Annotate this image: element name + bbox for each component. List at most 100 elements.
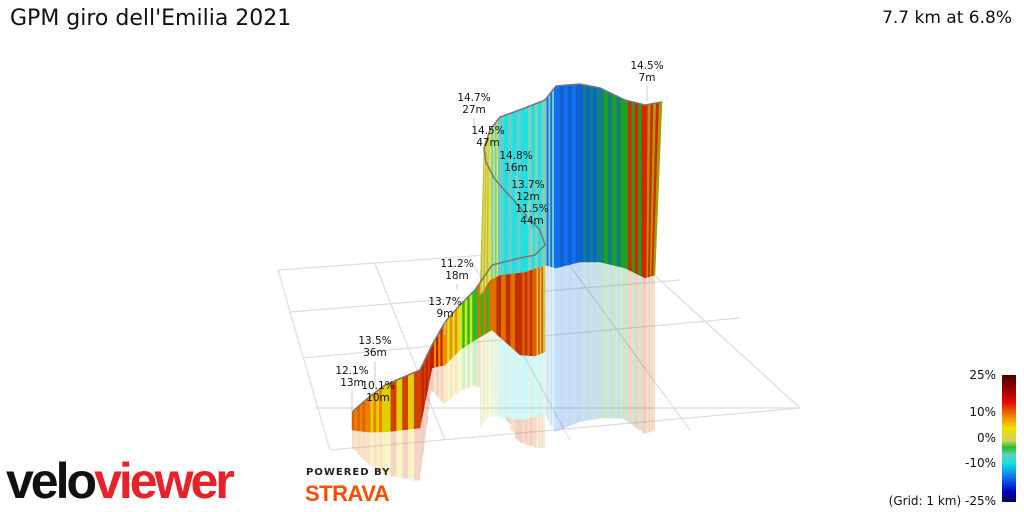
scale-tick: 0% bbox=[976, 431, 996, 445]
gradient-segment bbox=[555, 85, 561, 269]
scale-tick: -10% bbox=[964, 456, 996, 470]
reflection-segment bbox=[530, 355, 533, 447]
gradient-segment bbox=[419, 365, 423, 429]
annotation-length: 9m bbox=[436, 308, 454, 320]
reflection-segment bbox=[620, 267, 625, 420]
profile-ribbon bbox=[351, 83, 663, 433]
reflection-segment bbox=[548, 266, 551, 423]
reflection-segment bbox=[385, 431, 391, 476]
reflection-segment bbox=[420, 418, 422, 475]
reflection-segment bbox=[527, 355, 530, 446]
annotation-leaders bbox=[351, 86, 648, 412]
annotation-gradient: 11.2% bbox=[440, 258, 474, 270]
steep-section-annotation: 13.7% 9m bbox=[428, 296, 461, 320]
grid-note: (Grid: 1 km) bbox=[888, 494, 962, 508]
gradient-segment bbox=[396, 377, 403, 431]
reflection-segment bbox=[600, 262, 605, 419]
reflection-segment bbox=[370, 432, 374, 467]
gradient-segment bbox=[628, 100, 632, 272]
gradient-segment bbox=[575, 83, 581, 264]
veloviewer-logo[interactable]: veloviewer bbox=[6, 452, 235, 510]
gradient-segment bbox=[579, 83, 584, 263]
reflection-segment bbox=[357, 430, 360, 455]
grid-line bbox=[374, 263, 446, 441]
profile-top-edge bbox=[351, 83, 663, 413]
gradient-segment bbox=[567, 84, 573, 266]
annotation-gradient: 10.1% bbox=[361, 380, 395, 392]
annotation-length: 44m bbox=[520, 215, 544, 227]
reflection-segment bbox=[436, 366, 439, 397]
page-title: GPM giro dell'Emilia 2021 bbox=[10, 6, 292, 31]
gradient-segment bbox=[474, 285, 479, 341]
reflection-segment bbox=[556, 267, 560, 432]
reflection-segment bbox=[447, 360, 450, 402]
annotation-length: 12m bbox=[516, 191, 540, 203]
gradient-segment bbox=[423, 357, 427, 409]
gradient-segment bbox=[631, 101, 636, 274]
reflection-segment bbox=[455, 352, 458, 396]
annotation-length: 13m bbox=[340, 377, 364, 389]
reflection-segment bbox=[515, 350, 520, 443]
reflection-segment bbox=[583, 262, 587, 421]
gradient-segment bbox=[357, 404, 361, 432]
gradient-segment bbox=[589, 85, 594, 263]
reflection-segment bbox=[382, 432, 385, 475]
grid-line bbox=[559, 251, 691, 431]
reflection-segment bbox=[460, 348, 463, 392]
reflection-segment bbox=[638, 274, 642, 432]
gradient-segment bbox=[593, 86, 597, 263]
reflection-segment bbox=[360, 431, 363, 458]
reflection-segment bbox=[580, 262, 584, 422]
reflection-segment bbox=[434, 367, 437, 395]
gradient-segment bbox=[608, 91, 613, 266]
reflection-segment bbox=[552, 267, 555, 429]
reflection-segment bbox=[486, 331, 490, 390]
reflection-segment bbox=[472, 340, 475, 387]
scale-min: -25% bbox=[964, 494, 996, 508]
reflection-segment bbox=[576, 262, 580, 424]
steep-section-annotation: 14.5% 7m bbox=[630, 60, 663, 84]
gradient-segment bbox=[359, 402, 363, 432]
gradient-segment bbox=[563, 84, 569, 267]
gradient-segment bbox=[544, 96, 548, 266]
scale-tick-grid: (Grid: 1 km) -25% bbox=[889, 494, 996, 508]
strava-logo[interactable]: STRAVA bbox=[305, 481, 390, 506]
reflection-segment bbox=[631, 271, 635, 427]
reflection-segment bbox=[612, 265, 617, 419]
reflection-segment bbox=[554, 267, 556, 432]
annotation-length: 36m bbox=[363, 347, 387, 359]
gradient-segment bbox=[620, 97, 626, 269]
reflection-segment bbox=[635, 273, 639, 429]
gradient-segment bbox=[583, 84, 587, 263]
reflection-segment bbox=[483, 333, 487, 389]
gradient-segment bbox=[571, 84, 577, 265]
reflection-segment bbox=[550, 266, 553, 426]
gradient-segment bbox=[467, 294, 471, 346]
reflection-segment bbox=[510, 346, 516, 434]
reflection-segment bbox=[560, 266, 564, 430]
gradient-segment bbox=[552, 87, 555, 268]
reflection-segment bbox=[452, 355, 455, 398]
reflection-segment bbox=[396, 430, 403, 478]
gradient-segment bbox=[624, 99, 629, 271]
reflection-segment bbox=[648, 276, 650, 433]
steep-section-annotation: 10.1% 10m bbox=[361, 380, 394, 404]
annotation-gradient: 14.5% bbox=[630, 60, 664, 72]
reflection-segment bbox=[352, 430, 355, 449]
reflection-segment bbox=[365, 431, 368, 463]
reflection-segment bbox=[564, 265, 568, 428]
reflection-segment bbox=[651, 275, 654, 432]
annotation-gradient: 14.5% bbox=[471, 125, 505, 137]
gradient-segment bbox=[634, 102, 639, 276]
reflection-segment bbox=[450, 357, 453, 400]
reflection-segment bbox=[379, 432, 383, 473]
annotation-gradient: 11.5% bbox=[515, 203, 549, 215]
gradient-segment bbox=[612, 93, 617, 267]
gradient-segment bbox=[529, 255, 533, 357]
reflection-segment bbox=[470, 341, 473, 388]
gradient-segment bbox=[472, 289, 476, 343]
gradient-segment bbox=[440, 324, 444, 367]
steep-section-annotation: 14.5% 47m bbox=[471, 125, 504, 149]
powered-by-label: POWERED BY bbox=[306, 467, 391, 478]
annotation-gradient: 13.5% bbox=[358, 335, 392, 347]
